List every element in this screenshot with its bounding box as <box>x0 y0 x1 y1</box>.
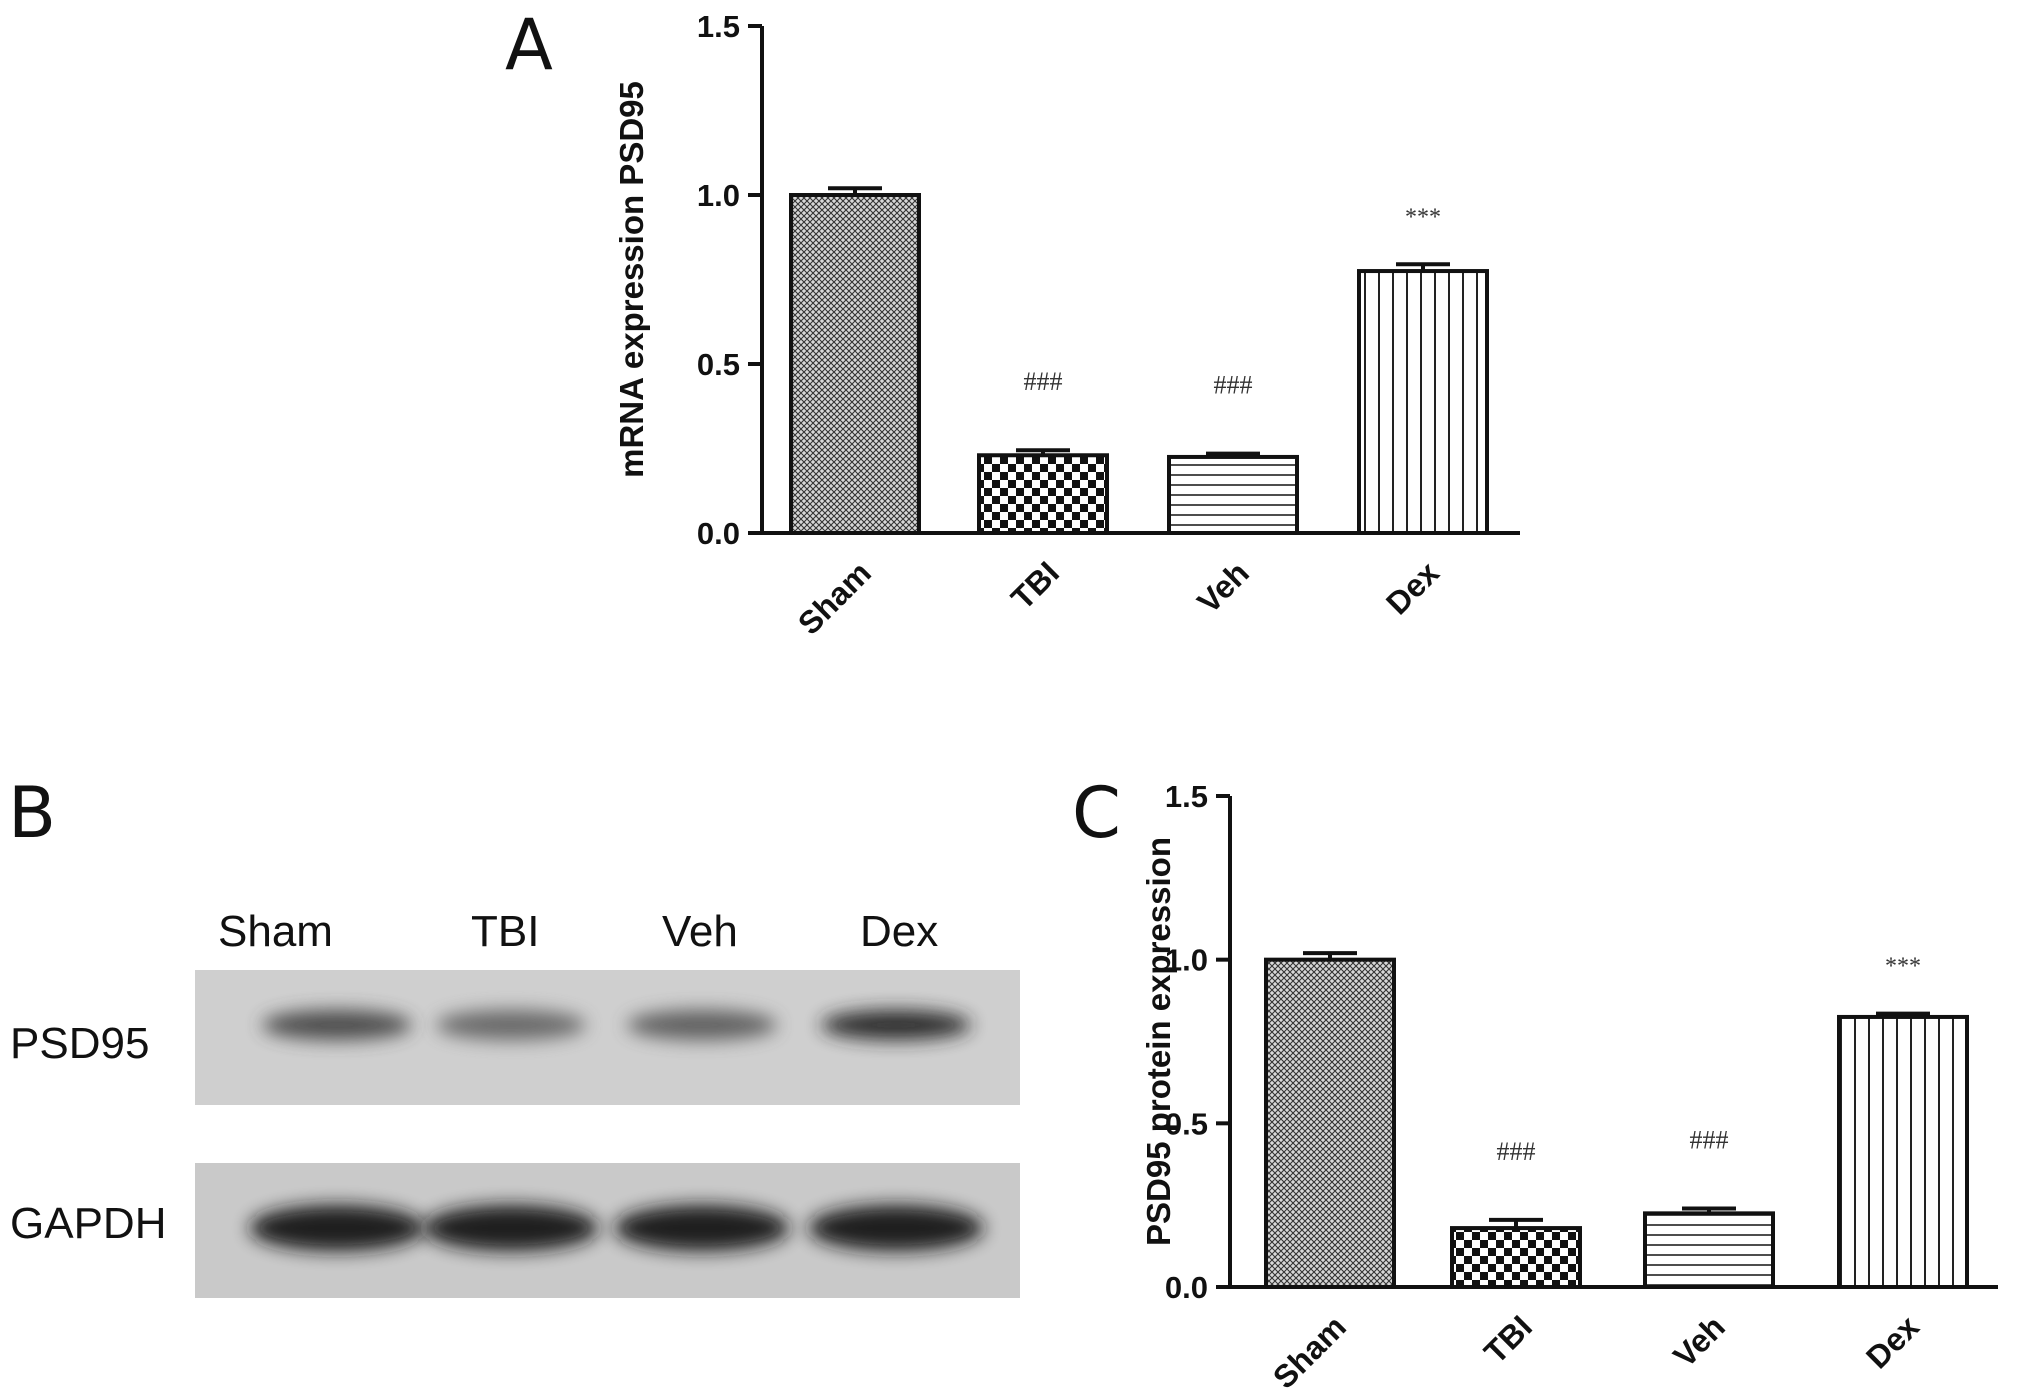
blot-band <box>627 1010 777 1040</box>
bar-sham <box>789 193 921 535</box>
y-axis-label: PSD95 protein expression <box>1140 837 1177 1246</box>
y-tick-label: 0.5 <box>697 347 740 382</box>
blot-lane-label-tbi: TBI <box>471 907 539 956</box>
significance-annotation: ### <box>1497 1137 1536 1166</box>
significance-annotation: ### <box>1214 371 1253 400</box>
y-tick-label: 1.0 <box>1165 943 1208 978</box>
significance-annotation: *** <box>1885 954 1921 980</box>
blot-lane-label-dex: Dex <box>860 907 938 956</box>
y-tick-label: 0.0 <box>697 516 740 551</box>
panel-label-a: A <box>505 4 553 86</box>
blot-band <box>808 1205 984 1251</box>
significance-annotation: ### <box>1690 1125 1729 1154</box>
y-axis-label: mRNA expression PSD95 <box>613 81 650 478</box>
y-tick-label: 0.0 <box>1165 1270 1208 1305</box>
blot-row-label-psd95: PSD95 <box>10 1019 149 1068</box>
blot-row-label-gapdh: GAPDH <box>10 1199 166 1248</box>
y-tick-label: 1.5 <box>697 9 740 44</box>
blot-band <box>436 1010 586 1040</box>
blot-band <box>262 1010 412 1040</box>
bar-dex <box>1357 269 1489 535</box>
bar-sham <box>1264 957 1396 1290</box>
y-tick-label: 1.5 <box>1165 779 1208 814</box>
significance-annotation: *** <box>1405 204 1441 230</box>
blot-lane-label-veh: Veh <box>662 907 738 956</box>
blot-band <box>423 1205 599 1251</box>
bar-dex <box>1837 1014 1969 1289</box>
significance-annotation: ### <box>1024 367 1063 396</box>
bar-tbi <box>977 453 1109 536</box>
panel-label-b: B <box>8 772 57 854</box>
y-tick-label: 1.0 <box>697 178 740 213</box>
y-tick-label: 0.5 <box>1165 1106 1208 1141</box>
blot-lane-label-sham: Sham <box>218 907 333 956</box>
panel-label-c: C <box>1072 772 1121 854</box>
blot-band <box>614 1205 790 1251</box>
blot-band <box>821 1010 971 1040</box>
bar-veh <box>1643 1211 1775 1289</box>
bar-tbi <box>1450 1226 1582 1289</box>
blot-band <box>249 1205 425 1251</box>
